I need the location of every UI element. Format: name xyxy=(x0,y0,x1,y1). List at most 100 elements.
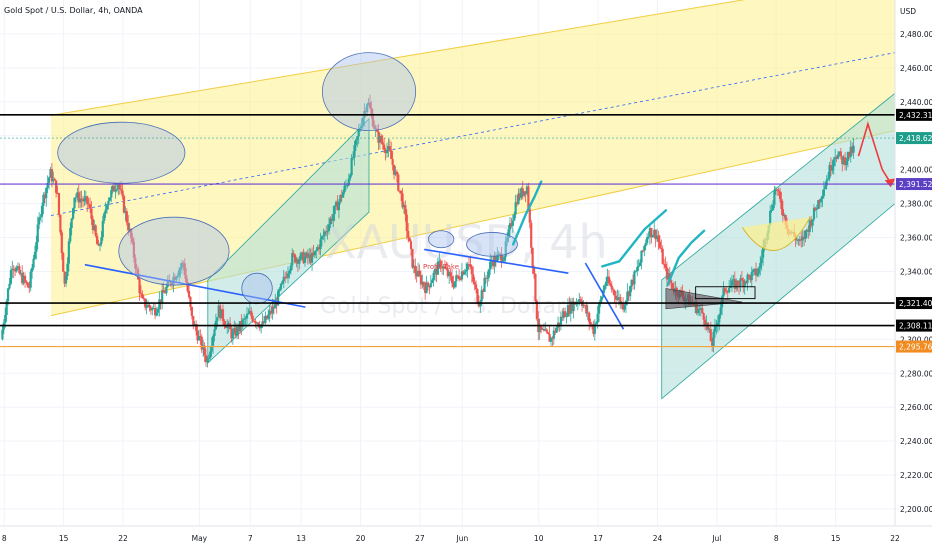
candle-body xyxy=(819,198,823,203)
candle-body xyxy=(719,307,722,315)
candle-body xyxy=(528,208,531,223)
candle-body xyxy=(346,185,349,186)
candle-body xyxy=(409,241,413,249)
candle-body xyxy=(46,182,49,189)
candle-body xyxy=(545,329,548,333)
candle-body xyxy=(554,330,557,333)
candle-body xyxy=(705,322,708,326)
candle-body xyxy=(504,241,507,257)
candle-body xyxy=(329,218,332,225)
candle-body xyxy=(172,276,175,285)
candle-body xyxy=(349,175,352,179)
candle-body xyxy=(655,235,659,240)
candle-body xyxy=(206,358,209,363)
candle-body xyxy=(301,252,304,254)
candle-body xyxy=(343,185,346,193)
candle-body xyxy=(39,216,42,218)
candle-body xyxy=(718,314,721,323)
candle-body xyxy=(443,266,447,269)
candle-body xyxy=(428,285,431,288)
candle-body xyxy=(142,298,145,299)
candle-body xyxy=(323,231,326,236)
candle-body xyxy=(284,276,287,278)
candle-body xyxy=(817,200,820,209)
candle-body xyxy=(411,248,414,268)
candle-body xyxy=(709,329,712,342)
candle-body xyxy=(79,198,82,203)
candle-body xyxy=(248,310,251,314)
candle-body xyxy=(623,305,626,310)
candle-body xyxy=(155,312,158,316)
candle-body xyxy=(460,271,464,280)
candle-body xyxy=(754,268,758,276)
candle-body xyxy=(424,286,427,293)
time-axis[interactable]: 8 15 22 May 7 13 20 27 Jun 10 17 24 Jul 8 15 22 xyxy=(2,534,900,543)
candle-body xyxy=(115,189,119,191)
candle-body xyxy=(418,270,421,276)
candle-body xyxy=(134,257,137,269)
candle-body xyxy=(220,309,223,319)
time-tick-label: 22 xyxy=(890,534,900,543)
candle-body xyxy=(207,358,210,359)
candle-body xyxy=(282,276,285,282)
candle-body xyxy=(524,191,527,194)
price-axis-unit: USD xyxy=(900,7,916,16)
candle-body xyxy=(453,281,456,288)
candle-body xyxy=(696,309,700,314)
candle-body xyxy=(203,345,206,356)
candle-body xyxy=(55,180,58,193)
candle-body xyxy=(636,267,639,272)
candle-body xyxy=(455,275,458,282)
candle-body xyxy=(525,186,529,194)
price-badge-label: 2,295.762 xyxy=(899,343,932,352)
candle-body xyxy=(770,209,773,212)
candle-body xyxy=(702,313,705,320)
candle-body xyxy=(404,204,407,215)
candle-body xyxy=(262,321,266,324)
candle-body xyxy=(38,217,41,225)
price-tick-label: 2,260.000 xyxy=(900,403,932,412)
candle-body xyxy=(515,202,519,204)
candle-body xyxy=(128,229,131,231)
candle-body xyxy=(33,251,37,259)
candle-body xyxy=(293,254,297,263)
candle-body xyxy=(129,229,133,239)
price-badge-label: 2,418.625 xyxy=(899,134,932,143)
candle-body xyxy=(190,306,193,316)
candle-body xyxy=(364,111,367,112)
candle-body xyxy=(735,280,738,289)
candle-body xyxy=(482,290,485,292)
candle-body xyxy=(332,214,335,221)
candle-body xyxy=(50,169,53,182)
candle-body xyxy=(500,253,503,262)
candle-body xyxy=(466,263,469,270)
candle-body xyxy=(711,341,714,346)
candle-body xyxy=(759,262,762,269)
candle-body xyxy=(569,301,572,314)
price-axis[interactable]: 2,480.0002,460.0002,440.0002,420.0002,40… xyxy=(900,30,932,514)
candle-body xyxy=(544,329,547,331)
candle-body xyxy=(476,289,479,303)
candle-body xyxy=(36,224,39,243)
candle-body xyxy=(634,271,637,273)
candle-body xyxy=(326,230,329,232)
green-channel xyxy=(207,117,370,365)
candle-body xyxy=(843,157,847,166)
candle-body xyxy=(586,312,589,314)
time-tick-label: 7 xyxy=(248,534,253,543)
candle-body xyxy=(271,306,274,314)
candle-body xyxy=(609,283,612,286)
candle-body xyxy=(658,241,661,248)
candle-body xyxy=(487,269,490,278)
candle-body xyxy=(701,308,704,314)
candle-body xyxy=(223,321,226,326)
candle-body xyxy=(211,336,215,346)
candle-body xyxy=(165,286,168,294)
candle-body xyxy=(260,324,263,329)
candle-body xyxy=(448,272,451,277)
candle-body xyxy=(737,285,741,287)
candle-body xyxy=(441,267,444,269)
candle-body xyxy=(523,191,526,196)
candle-body xyxy=(200,336,203,350)
candle-body xyxy=(491,261,495,267)
